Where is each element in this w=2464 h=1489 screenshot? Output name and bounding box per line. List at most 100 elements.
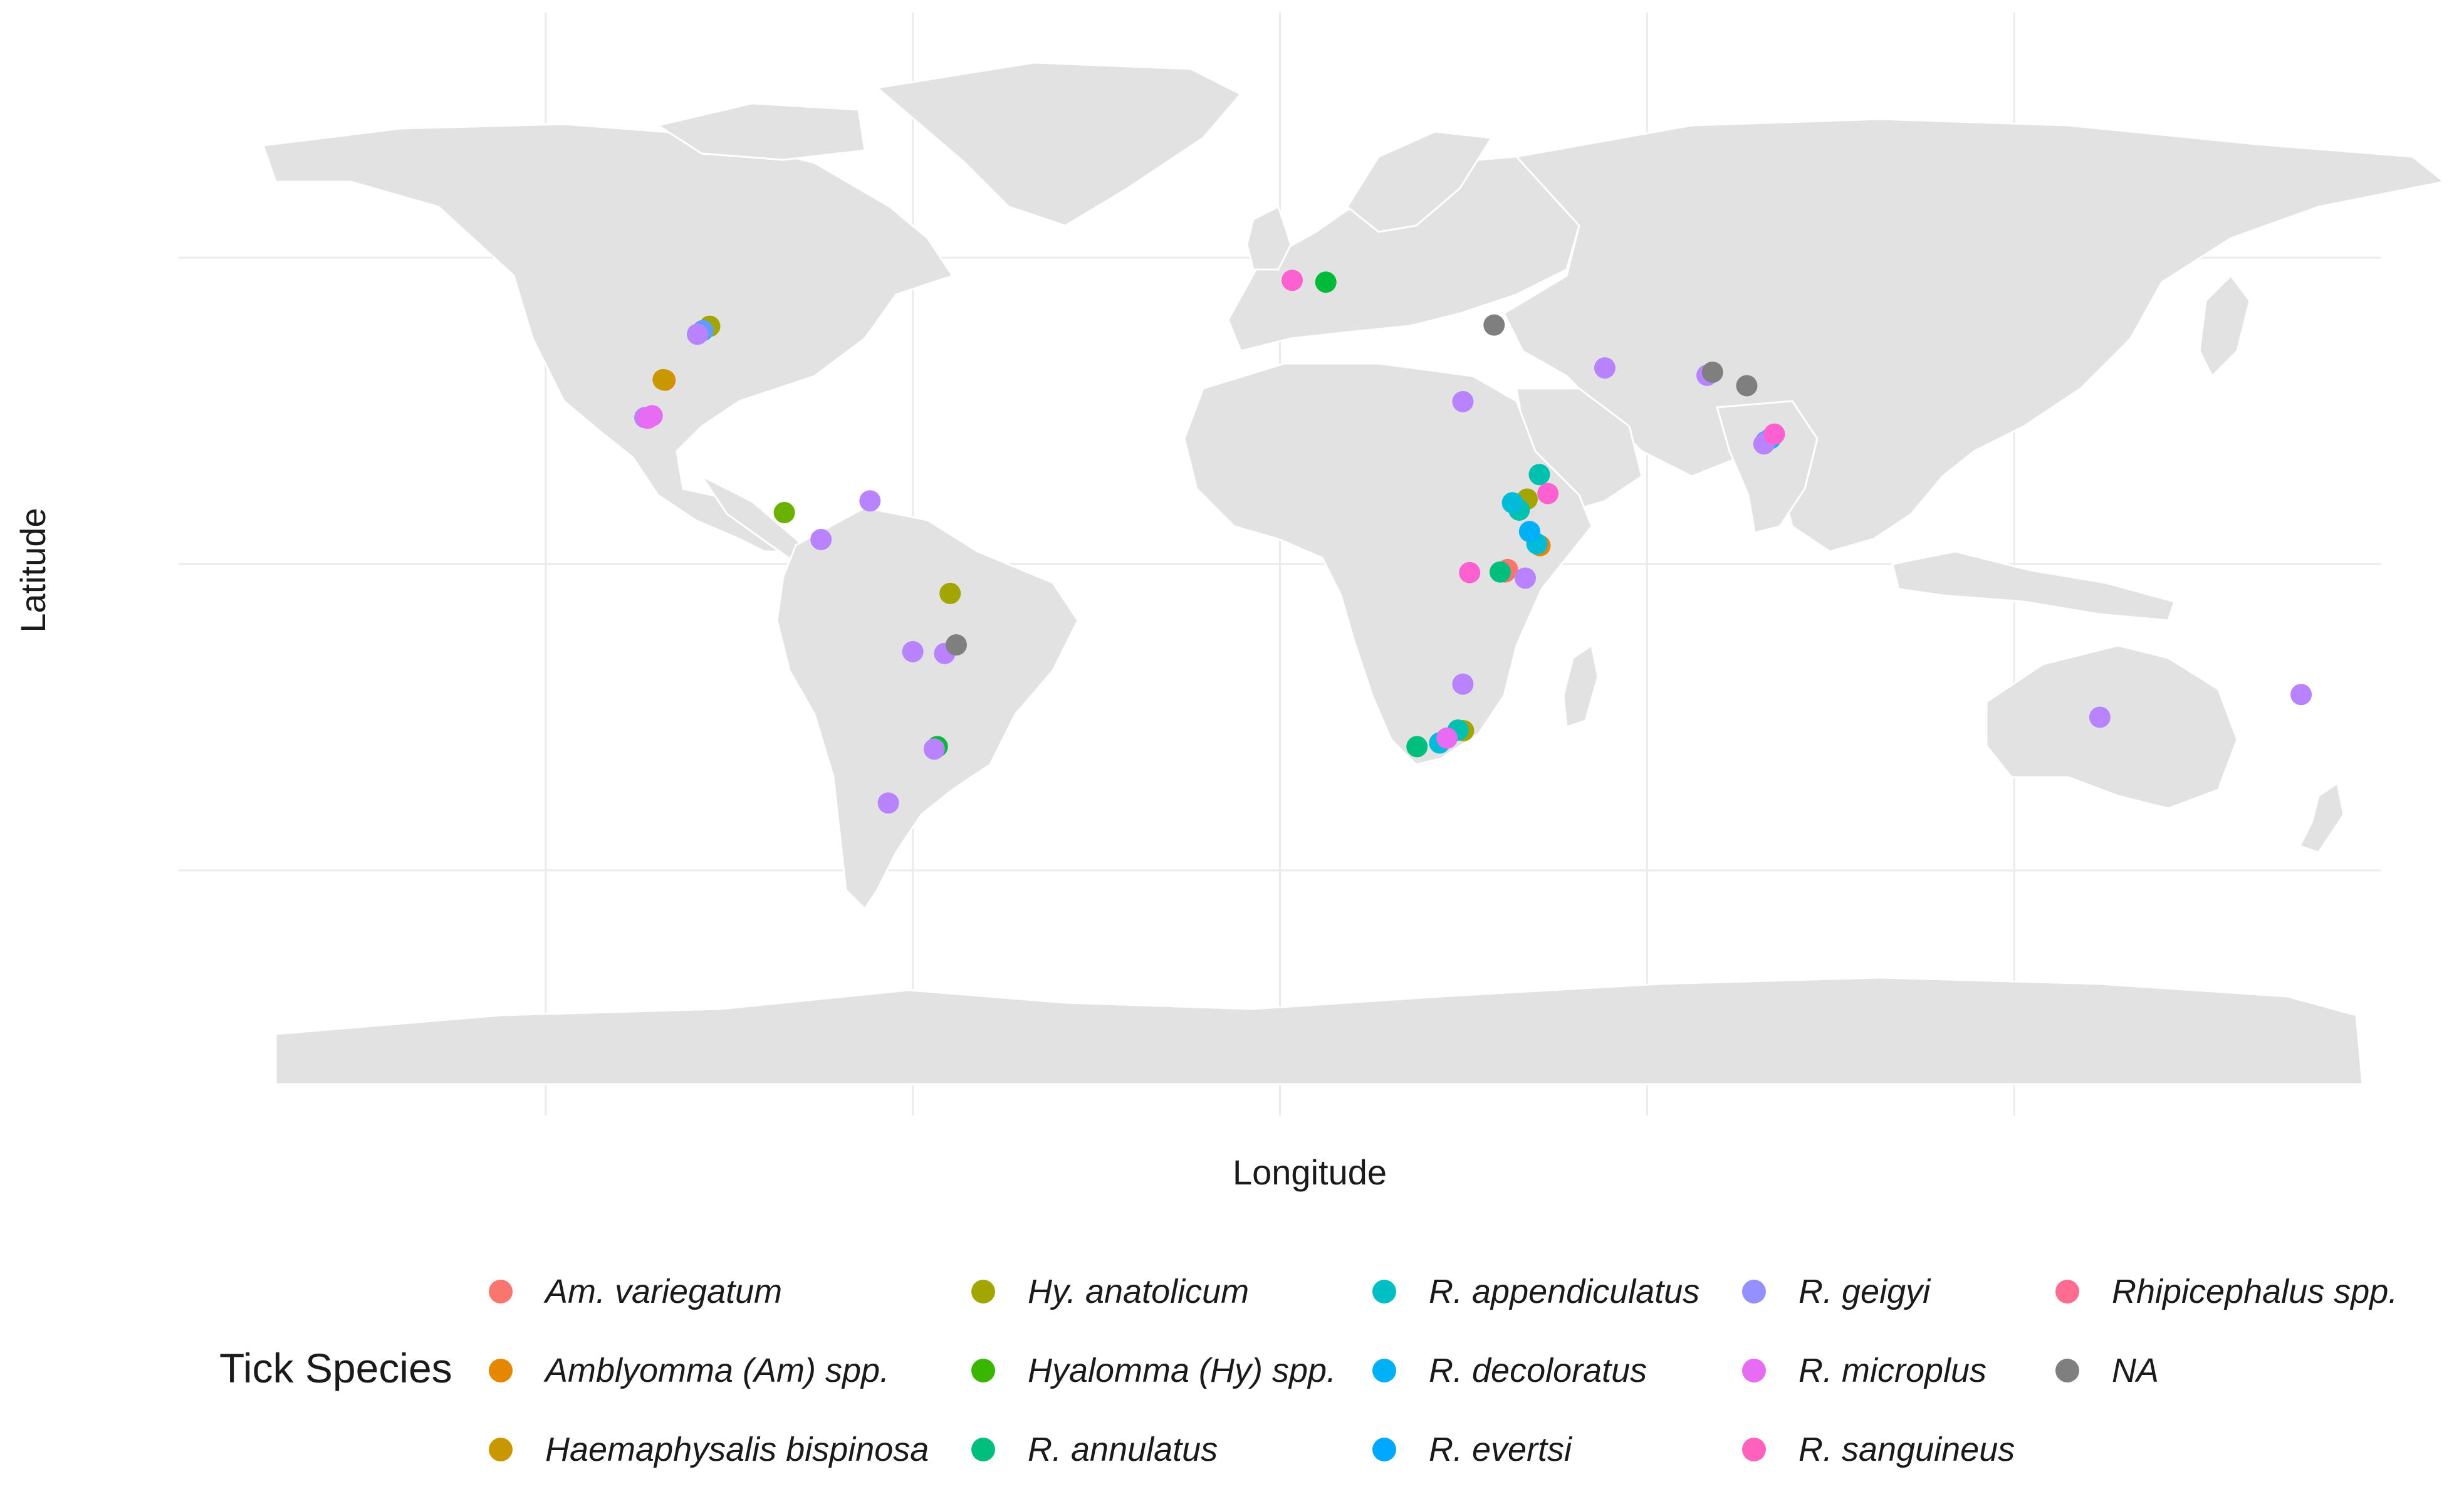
landmass-scandinavia [1346, 130, 1493, 233]
legend-item: R. microplus [1742, 1331, 2015, 1410]
legend-item: R. geigyi [1742, 1252, 2015, 1331]
landmass-asia [1503, 118, 2446, 553]
legend-item: NA [2055, 1331, 2398, 1410]
data-point [877, 792, 899, 814]
data-point [1436, 727, 1458, 749]
landmass-greenland [875, 61, 1243, 227]
y-axis-title: Latitude [13, 508, 53, 632]
legend-label: Hy. anatolicum [1028, 1273, 1250, 1310]
data-point [1490, 561, 1511, 583]
legend-swatch [1742, 1280, 1766, 1304]
legend-item: Hyalomma (Hy) spp. [971, 1331, 1336, 1410]
landmass-south-america [776, 506, 1079, 911]
data-point [1452, 673, 1474, 695]
landmass-africa [1183, 362, 1593, 766]
data-point [1701, 361, 1723, 383]
data-point [1501, 492, 1523, 514]
legend-label: Haemaphysalis bispinosa [545, 1431, 929, 1468]
legend-swatch [2055, 1280, 2079, 1304]
data-point [637, 407, 659, 429]
landmass-british-isles [1246, 205, 1292, 271]
landmass-madagascar [1562, 644, 1599, 729]
landmass-australia [1985, 644, 2238, 810]
data-point [1515, 567, 1537, 589]
data-point [2089, 706, 2111, 728]
data-point [810, 528, 832, 550]
landmass-new-zealand [2298, 781, 2345, 854]
legend-item: Amblyomma (Am) spp. [489, 1331, 929, 1410]
legend-label: R. annulatus [1028, 1431, 1218, 1468]
data-point [923, 738, 945, 760]
data-point [1537, 483, 1559, 504]
legend-swatch [1372, 1359, 1396, 1382]
data-point [1282, 269, 1303, 291]
data-point [652, 368, 674, 390]
legend-label: NA [2112, 1352, 2159, 1389]
legend-label: R. decoloratus [1429, 1352, 1647, 1389]
data-point [1406, 736, 1428, 758]
data-point [1763, 423, 1785, 445]
legend-label: Amblyomma (Am) spp. [545, 1352, 890, 1389]
legend-item: Haemaphysalis bispinosa [489, 1410, 929, 1489]
data-point [902, 640, 924, 662]
legend-label: R. geigyi [1798, 1273, 1931, 1310]
x-axis-title: Longitude [1233, 1152, 1387, 1192]
legend-item: R. sanguineus [1742, 1410, 2015, 1489]
legend-label: Am. variegatum [545, 1273, 783, 1310]
legend-swatch [489, 1359, 513, 1382]
data-point [1594, 357, 1616, 379]
data-point [1315, 271, 1337, 293]
legend-swatch [2055, 1359, 2079, 1382]
legend-column: Hy. anatolicum Hyalomma (Hy) spp. R. annul… [971, 1252, 1336, 1489]
legend-swatch [971, 1438, 995, 1461]
legend-swatch [1372, 1280, 1396, 1304]
legend-item: R. decoloratus [1372, 1331, 1699, 1410]
legend-item: Rhipicephalus spp. [2055, 1252, 2398, 1331]
legend-label: R. sanguineus [1798, 1431, 2015, 1468]
data-points [634, 269, 2312, 814]
legend-swatch [971, 1359, 995, 1382]
legend-item: R. evertsi [1372, 1410, 1699, 1489]
data-point [945, 634, 967, 656]
legend: Am. variegatum Amblyomma (Am) spp. Haemaph… [0, 1228, 2464, 1470]
legend-item: R. annulatus [971, 1410, 1336, 1489]
legend-column: R. geigyi R. microplus R. sanguineus [1742, 1252, 2015, 1489]
legend-swatch [1372, 1438, 1396, 1461]
landmass-arctic-islands [655, 102, 866, 161]
data-point [686, 323, 708, 345]
data-point [773, 501, 795, 523]
legend-swatch [1742, 1438, 1766, 1461]
legend-label: R. appendiculatus [1429, 1273, 1700, 1310]
legend-title: Tick Species [219, 1345, 452, 1391]
landmass-japan [2198, 274, 2251, 378]
data-point [939, 582, 961, 604]
legend-label: Hyalomma (Hy) spp. [1028, 1352, 1337, 1389]
legend-column: Am. variegatum Amblyomma (Am) spp. Haemaph… [489, 1252, 929, 1489]
legend-item: Hy. anatolicum [971, 1252, 1336, 1331]
legend-column: R. appendiculatus R. decoloratus R. everts… [1372, 1252, 1699, 1489]
legend-item: Am. variegatum [489, 1252, 929, 1331]
legend-label: R. microplus [1798, 1352, 1987, 1389]
legend-column: Rhipicephalus spp. NA [2055, 1252, 2398, 1410]
data-point [859, 490, 881, 512]
landmass-india [1716, 400, 1819, 534]
landmass-indonesia [1891, 550, 2176, 622]
legend-swatch [1742, 1359, 1766, 1382]
world-landmasses [261, 61, 2446, 1085]
legend-swatch [971, 1280, 995, 1304]
legend-swatch [489, 1438, 513, 1461]
data-point [1736, 375, 1758, 397]
data-point [2290, 684, 2312, 706]
data-point [1528, 464, 1550, 486]
legend-item: R. appendiculatus [1372, 1252, 1699, 1331]
data-point [1518, 521, 1540, 543]
legend-label: Rhipicephalus spp. [2112, 1273, 2398, 1310]
data-point [1452, 390, 1474, 412]
landmass-antarctica [274, 976, 2364, 1085]
legend-label: R. evertsi [1429, 1431, 1572, 1468]
legend-swatch [489, 1280, 513, 1304]
data-point [1459, 562, 1481, 583]
data-point [1483, 314, 1505, 336]
landmass-north-america [261, 123, 954, 553]
